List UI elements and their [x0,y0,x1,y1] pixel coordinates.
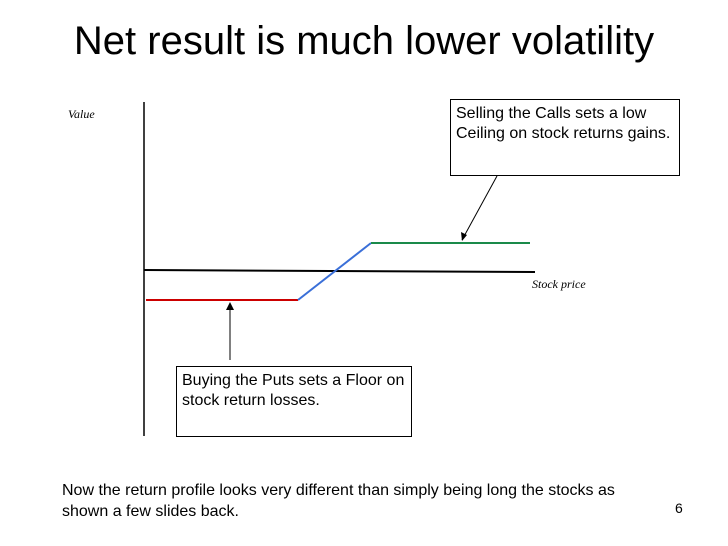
rising-segment [297,242,372,301]
footer-note: Now the return profile looks very differ… [62,482,615,520]
slide-title: Net result is much lower volatility [73,19,655,63]
puts-callout: Buying the Puts sets a Floor on stock re… [176,366,412,437]
puts-arrowhead [226,302,234,310]
calls-callout: Selling the Calls sets a low Ceiling on … [450,99,680,176]
calls-arrowhead [461,232,467,241]
calls-pointer-arrow [461,175,498,241]
x-axis-line [143,269,536,273]
page-number: 6 [675,500,683,516]
x-axis-label: Stock price [532,277,586,291]
y-axis-label: Value [68,107,95,121]
